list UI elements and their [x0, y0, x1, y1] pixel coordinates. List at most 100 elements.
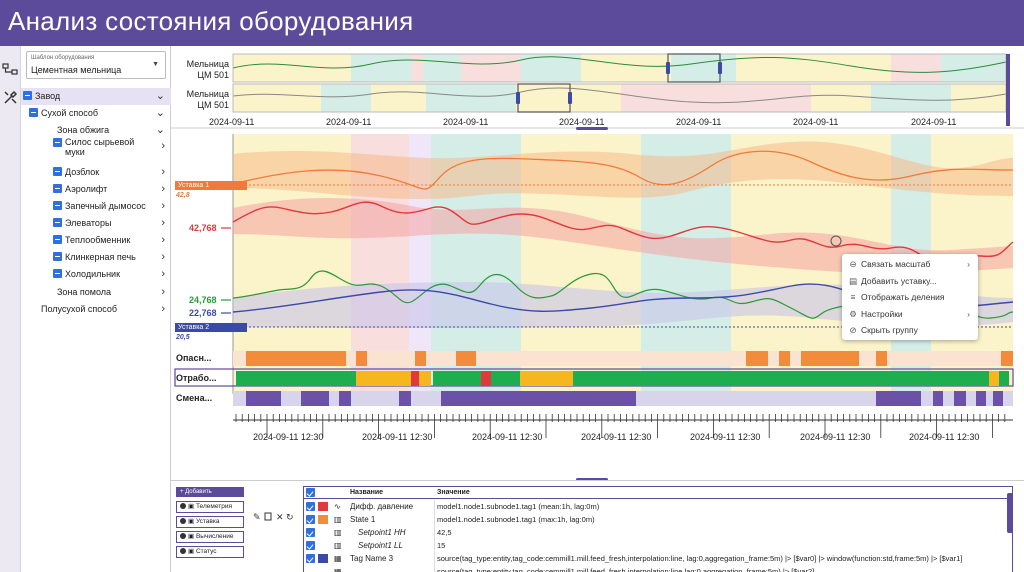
delete-icon[interactable]: ✕ [276, 512, 284, 522]
tree-item[interactable]: Зона помола › [21, 284, 171, 301]
chevron-right-icon[interactable]: › [161, 286, 165, 298]
table-row[interactable]: ▦ Tag Name 3 source(tag_type:entity,tag_co… [304, 552, 1012, 565]
overview-line [232, 87, 1007, 104]
chevron-right-icon[interactable]: › [161, 251, 165, 263]
chevron-right-icon[interactable]: › [161, 303, 165, 315]
chevron-down-icon[interactable]: ⌄ [155, 107, 165, 119]
splitter-handle[interactable] [576, 127, 608, 130]
drag-handle[interactable] [718, 62, 722, 74]
table-scrollbar[interactable] [1007, 493, 1013, 533]
context-menu: ⊖ Связать масштаб › ▤ Добавить уставку... ≡ От… [842, 254, 978, 340]
table-row[interactable]: ▦ source(tag_type:entity,tag_code:cemmill… [304, 565, 1012, 572]
chevron-right-icon[interactable]: › [161, 268, 165, 280]
tree-checkbox[interactable] [53, 138, 62, 148]
edit-icon[interactable]: ✎ [253, 512, 261, 522]
tree-item[interactable]: Аэролифт › [21, 181, 171, 198]
context-menu-item[interactable]: ⊘ Скрыть группу [848, 322, 974, 338]
tree-item[interactable]: Зона обжига ⌄ [21, 122, 171, 139]
time-axis-label: 2024-09-11 12:30 [581, 432, 652, 442]
tools-icon[interactable] [2, 89, 19, 106]
add-series-button[interactable]: + Добавить [176, 487, 244, 497]
overview-zone [423, 54, 461, 82]
state-segment [399, 391, 411, 406]
drag-handle[interactable] [568, 92, 572, 104]
tree-item[interactable]: Завод ⌄ [21, 88, 171, 105]
state-segment [801, 351, 859, 366]
tree-checkbox[interactable] [53, 184, 62, 194]
context-menu-item[interactable]: ▤ Добавить уставку... [848, 273, 974, 289]
tree-item[interactable]: Клинкерная печь › [21, 249, 171, 266]
tree-item-label: Завод [35, 91, 61, 101]
tree-item-label: Элеваторы [65, 218, 112, 228]
row-name: Setpoint1 LL [358, 541, 403, 550]
state-segment [954, 391, 966, 406]
tree-checkbox[interactable] [53, 167, 62, 177]
row-checkbox[interactable] [306, 554, 315, 563]
color-swatch[interactable] [318, 502, 328, 511]
tree-item[interactable]: Холодильник › [21, 266, 171, 283]
table-row[interactable]: ▥ Setpoint1 LL 15 [304, 539, 1012, 552]
column-separator [434, 565, 435, 572]
chevron-right-icon[interactable]: › [161, 166, 165, 178]
chevron-right-icon[interactable]: › [161, 217, 165, 229]
overview-scrollbar[interactable] [1006, 54, 1010, 126]
row-checkbox[interactable] [306, 541, 315, 550]
filter-tab[interactable]: ▣ Уставка [176, 516, 244, 528]
chevron-right-icon[interactable]: › [161, 234, 165, 246]
template-select[interactable]: Шаблон оборудования Цементная мельница ▼ [26, 51, 166, 79]
chevron-right-icon[interactable]: › [161, 200, 165, 212]
color-swatch[interactable] [318, 515, 328, 524]
chevron-right-icon[interactable]: › [161, 140, 165, 152]
tree-checkbox[interactable] [53, 252, 62, 262]
drag-handle[interactable] [666, 62, 670, 74]
color-swatch[interactable] [318, 554, 328, 563]
tree-item[interactable]: Дозблок › [21, 164, 171, 181]
copy-icon[interactable] [264, 512, 272, 521]
tree-item[interactable]: Полусухой способ › [21, 301, 171, 318]
ticks-icon: ≡ [850, 292, 856, 303]
tree-item[interactable]: Запечный дымосос › [21, 198, 171, 215]
table-row[interactable]: ▥ Setpoint1 HH 42,5 [304, 526, 1012, 539]
table-row[interactable]: ▥ State 1 model1.node1.subnode1.tag1 (max:… [304, 513, 1012, 526]
filter-tab[interactable]: ▣ Вычисление [176, 531, 244, 543]
table-row[interactable]: ∿ Дифф. давление model1.node1.subnode1.tag… [304, 500, 1012, 513]
chevron-right-icon: › [967, 259, 970, 269]
setpoint2-label[interactable]: Уставка 2 [175, 323, 247, 332]
hierarchy-icon[interactable] [2, 62, 19, 79]
col-name-header: Название [350, 489, 384, 496]
tree-checkbox[interactable] [23, 91, 32, 101]
tree-item[interactable]: Теплообменник › [21, 232, 171, 249]
tree-checkbox[interactable] [53, 235, 62, 245]
time-axis-label: 2024-09-11 12:30 [690, 432, 761, 442]
setpoint1-label[interactable]: Уставка 1 [175, 181, 247, 190]
chevron-right-icon[interactable]: › [161, 183, 165, 195]
column-separator [434, 552, 435, 565]
row-checkbox[interactable] [306, 515, 315, 524]
tree-checkbox[interactable] [53, 201, 62, 211]
context-menu-item-label: Связать масштаб [861, 259, 931, 269]
refresh-icon[interactable]: ↻ [286, 512, 294, 522]
tree-checkbox[interactable] [29, 108, 38, 118]
tree-checkbox[interactable] [53, 269, 62, 279]
select-all-checkbox[interactable] [306, 488, 315, 497]
row-checkbox[interactable] [306, 528, 315, 537]
context-menu-item[interactable]: ⚙ Настройки › [848, 306, 974, 322]
overview-date-label: 2024-09-11 [676, 117, 722, 127]
row-value: 15 [437, 541, 446, 550]
chevron-down-icon[interactable]: ⌄ [155, 124, 165, 136]
filter-tab[interactable]: ▣ Статус [176, 546, 244, 558]
context-menu-item[interactable]: ≡ Отображать деления [848, 289, 974, 305]
chevron-down-icon[interactable]: ⌄ [155, 90, 165, 102]
row-checkbox[interactable] [306, 502, 315, 511]
filter-tab[interactable]: ▣ Телеметрия [176, 501, 244, 513]
tree-checkbox[interactable] [53, 218, 62, 228]
state-segment [989, 371, 999, 386]
tree-item[interactable]: Силос сырьевой муки › [21, 135, 171, 159]
column-separator [434, 526, 435, 539]
setpoint1-value: 42,8 [176, 192, 190, 199]
tree-item[interactable]: Сухой способ ⌄ [21, 105, 171, 122]
drag-handle[interactable] [516, 92, 520, 104]
tree-item[interactable]: Элеваторы › [21, 215, 171, 232]
context-menu-item[interactable]: ⊖ Связать масштаб › [848, 256, 974, 272]
splitter-handle[interactable] [576, 478, 608, 480]
